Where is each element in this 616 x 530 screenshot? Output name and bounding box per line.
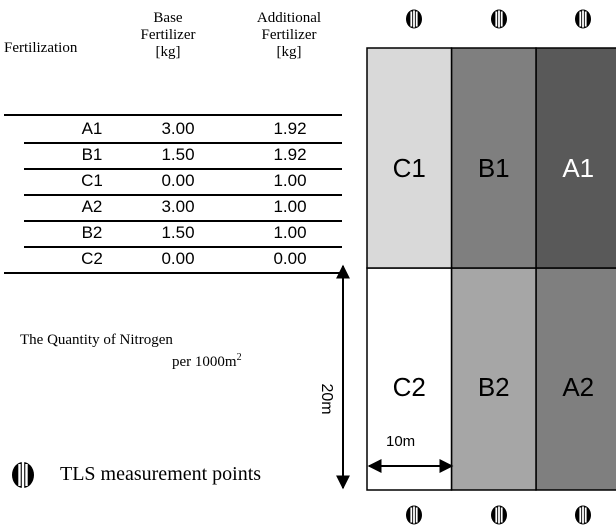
plot-a1 <box>535 47 616 269</box>
row-base: 1.50 <box>161 223 195 242</box>
nitrogen-note-line1: The Quantity of Nitrogen <box>20 332 173 348</box>
row-name: B1 <box>81 145 103 164</box>
row-base: 0.00 <box>161 171 195 190</box>
plot-b1 <box>450 47 537 269</box>
header-add-line2: Fertilizer <box>261 27 317 43</box>
plot-label: C1 <box>393 153 426 183</box>
table-row-rule <box>4 272 342 274</box>
plot-b2 <box>450 267 537 491</box>
header-fertilization: Fertilization <box>4 40 78 56</box>
row-name: B2 <box>81 223 103 242</box>
header-add-line3: [kg] <box>276 44 302 60</box>
plot-label: C2 <box>393 372 426 402</box>
horizontal-dimension-label: 10m <box>386 433 416 450</box>
tls-point-icon <box>406 9 422 29</box>
row-base: 1.50 <box>161 145 195 164</box>
tls-point-icon <box>575 505 591 525</box>
table-top-rule <box>4 114 342 116</box>
header-base-fertilizer: Base Fertilizer [kg] <box>132 10 204 61</box>
tls-point-icon <box>12 462 34 488</box>
row-additional: 1.00 <box>273 171 307 190</box>
row-additional: 1.00 <box>273 197 307 216</box>
vertical-dimension-label: 20m <box>318 383 335 415</box>
plot-c1 <box>366 47 453 269</box>
plot-a2 <box>535 267 616 491</box>
table-row-rule <box>24 168 342 170</box>
plot-label: A1 <box>562 153 594 183</box>
table-row-rule <box>24 246 342 248</box>
row-name: C1 <box>81 171 103 190</box>
row-name: A2 <box>81 197 103 216</box>
header-base-line1: Base <box>153 10 183 26</box>
legend-label: TLS measurement points <box>60 463 262 485</box>
nitrogen-note-line2: per 1000m2 <box>172 352 242 371</box>
row-additional: 1.00 <box>273 223 307 242</box>
plot-label: B1 <box>478 153 510 183</box>
row-additional: 1.92 <box>273 145 307 164</box>
plot-c2 <box>366 267 453 491</box>
row-base: 3.00 <box>161 197 195 216</box>
tls-point-icon <box>491 505 507 525</box>
header-additional-fertilizer: Additional Fertilizer [kg] <box>242 10 336 61</box>
table-row-rule <box>24 194 342 196</box>
row-additional: 0.00 <box>273 249 307 268</box>
row-additional: 1.92 <box>273 119 307 138</box>
nitrogen-note-sup: 2 <box>236 352 242 363</box>
row-name: A1 <box>81 119 103 138</box>
table-row-rule <box>24 220 342 222</box>
row-name: C2 <box>81 249 103 268</box>
row-base: 3.00 <box>161 119 195 138</box>
table-row-rule <box>24 142 342 144</box>
header-base-line3: [kg] <box>155 44 181 60</box>
header-add-line1: Additional <box>256 10 322 26</box>
tls-point-icon <box>575 9 591 29</box>
tls-point-icon <box>491 9 507 29</box>
tls-point-icon <box>406 505 422 525</box>
nitrogen-note-unit: per 1000m <box>172 354 237 370</box>
row-base: 0.00 <box>161 249 195 268</box>
plot-label: B2 <box>478 372 510 402</box>
plot-label: A2 <box>562 372 594 402</box>
header-base-line2: Fertilizer <box>140 27 196 43</box>
